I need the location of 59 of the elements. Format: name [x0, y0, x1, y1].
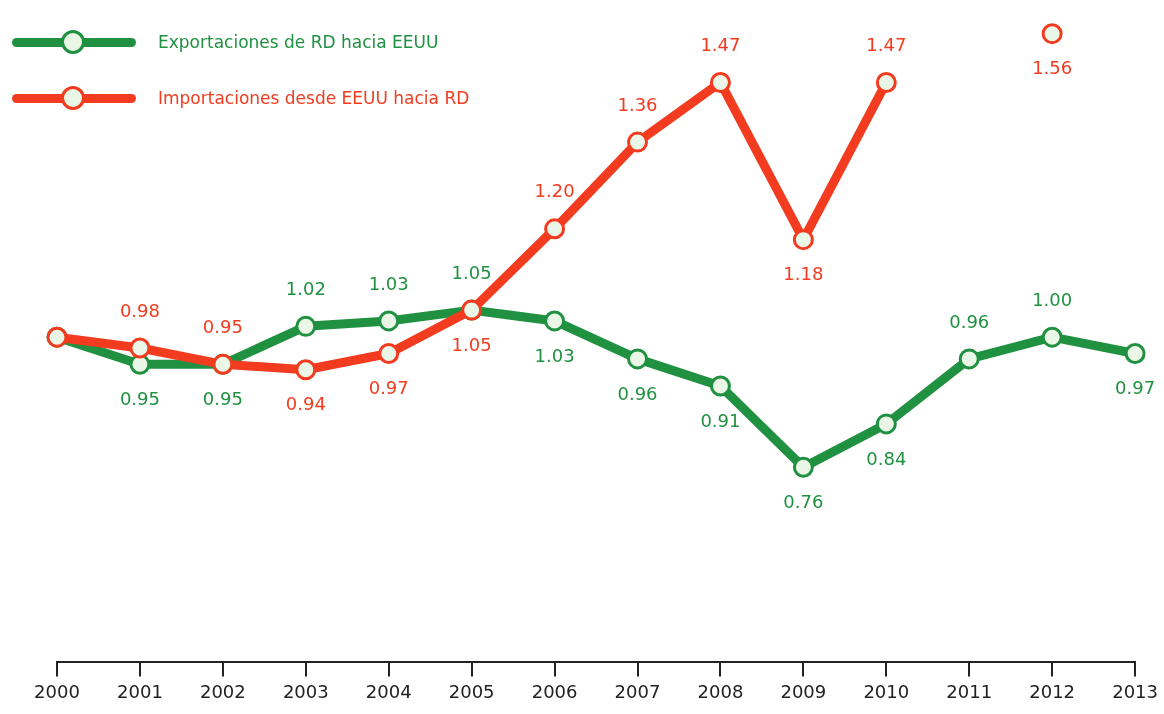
data-label: 1.18: [783, 263, 824, 285]
point: [875, 71, 897, 93]
point: [709, 71, 731, 93]
data-label: 0.97: [368, 377, 409, 399]
data-label: 0.76: [783, 490, 824, 512]
data-label: 1.03: [368, 272, 409, 294]
point: [958, 348, 980, 370]
data-label: 1.02: [285, 278, 326, 300]
data-label: 1.36: [617, 93, 658, 115]
point: [295, 315, 317, 337]
point: [627, 348, 649, 370]
x-tick-label: 2012: [1029, 680, 1076, 702]
data-label: 0.95: [202, 387, 243, 409]
point: [792, 456, 814, 478]
point: [627, 131, 649, 153]
x-tick-label: 2002: [199, 680, 246, 702]
point: [544, 310, 566, 332]
point: [378, 310, 400, 332]
x-tick-label: 2007: [614, 680, 661, 702]
point: [378, 342, 400, 364]
data-label: 1.20: [534, 180, 575, 202]
data-label: 1.05: [451, 333, 492, 355]
x-tick-label: 2003: [282, 680, 329, 702]
data-label: 0.91: [700, 409, 741, 431]
point: [792, 229, 814, 251]
data-label: 0.96: [617, 382, 658, 404]
data-label: 1.00: [1032, 288, 1073, 310]
point: [709, 375, 731, 397]
x-tick-label: 2009: [780, 680, 827, 702]
data-label: 1.56: [1032, 57, 1073, 79]
x-tick-label: 2005: [448, 680, 495, 702]
x-tick-label: 2013: [1112, 680, 1158, 702]
data-label: 0.97: [1115, 377, 1156, 399]
data-label: 1.47: [700, 34, 741, 56]
data-label: 0.84: [866, 447, 907, 469]
point: [129, 337, 151, 359]
x-tick-label: 2004: [365, 680, 412, 702]
x-tick-label: 2006: [531, 680, 578, 702]
point: [875, 413, 897, 435]
point: [544, 218, 566, 240]
point: [1124, 342, 1146, 364]
data-label: 0.94: [285, 393, 326, 415]
x-tick-label: 2008: [697, 680, 744, 702]
data-label: 0.95: [202, 315, 243, 337]
x-tick-label: 2010: [863, 680, 910, 702]
point: [1041, 326, 1063, 348]
text: Exportaciones de RD hacia EEUU: [158, 32, 439, 52]
data-label: 1.05: [451, 261, 492, 283]
x-tick-label: 2000: [34, 680, 80, 702]
x-tick-label: 2001: [117, 680, 163, 702]
point: [295, 359, 317, 381]
data-label: 1.47: [866, 34, 907, 56]
data-label: 0.98: [119, 299, 160, 321]
data-label: 1.03: [534, 344, 575, 366]
data-label: 0.95: [119, 387, 160, 409]
text: Importaciones desde EEUU hacia RD: [158, 88, 470, 108]
x-tick-label: 2011: [946, 680, 993, 702]
point: [1041, 23, 1063, 45]
data-label: 0.96: [949, 310, 990, 332]
